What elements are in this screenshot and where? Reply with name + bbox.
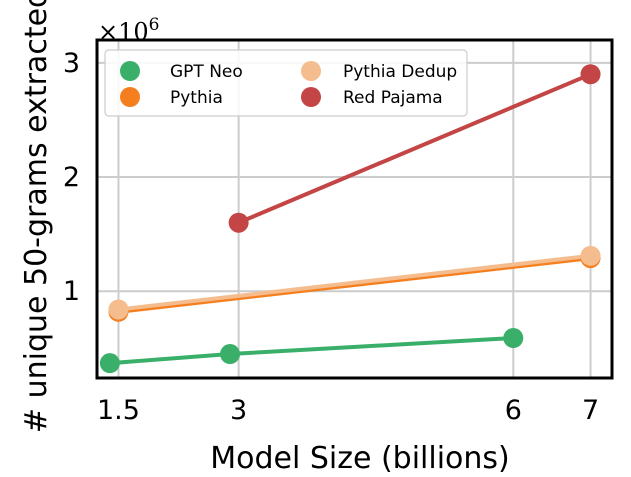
legend-label-pythia: Pythia [170,88,223,108]
y-tick-labels: 1 2 3 [63,48,80,307]
legend: GPT Neo Pythia Pythia Dedup Red Pajama [104,49,468,117]
data-point-gpt-neo [220,344,241,365]
y-tick-label: 3 [63,48,80,79]
data-point-red-pajama [228,212,249,233]
x-tick-label: 1.5 [97,395,140,426]
x-tick-label: 3 [230,395,247,426]
y-tick-label: 1 [63,276,80,307]
legend-marker-red-pajama [301,87,321,107]
legend-frame [104,49,468,117]
y-tick-label: 2 [63,162,80,193]
y-axis-label: # unique 50-grams extracted [19,0,54,433]
x-tick-labels: 1.5 3 6 7 [97,395,599,426]
x-tick-label: 7 [582,395,599,426]
series-points [99,64,601,374]
plot-frame [95,38,614,380]
legend-marker-pythia [120,87,140,107]
data-point-pythia-dedup [108,299,129,320]
series-line-gpt-neo [109,336,514,366]
legend-label-red-pajama: Red Pajama [343,88,443,108]
y-multiplier-label: ×106 [98,15,159,46]
x-tick-label: 6 [505,395,522,426]
legend-marker-pythia-dedup [301,61,321,81]
series-line-pythia [118,256,591,314]
legend-label-pythia-dedup: Pythia Dedup [343,62,457,82]
legend-label-gpt-neo: GPT Neo [170,62,243,82]
data-point-gpt-neo [99,353,120,374]
data-point-gpt-neo [503,328,524,349]
legend-marker-gpt-neo [120,61,140,81]
data-point-pythia-dedup [580,245,601,266]
x-axis-label: Model Size (billions) [210,441,510,476]
series-lines [109,72,592,366]
series-line-pythia-dedup [118,253,591,312]
data-point-red-pajama [580,64,601,85]
series-line-red-pajama [237,72,592,225]
